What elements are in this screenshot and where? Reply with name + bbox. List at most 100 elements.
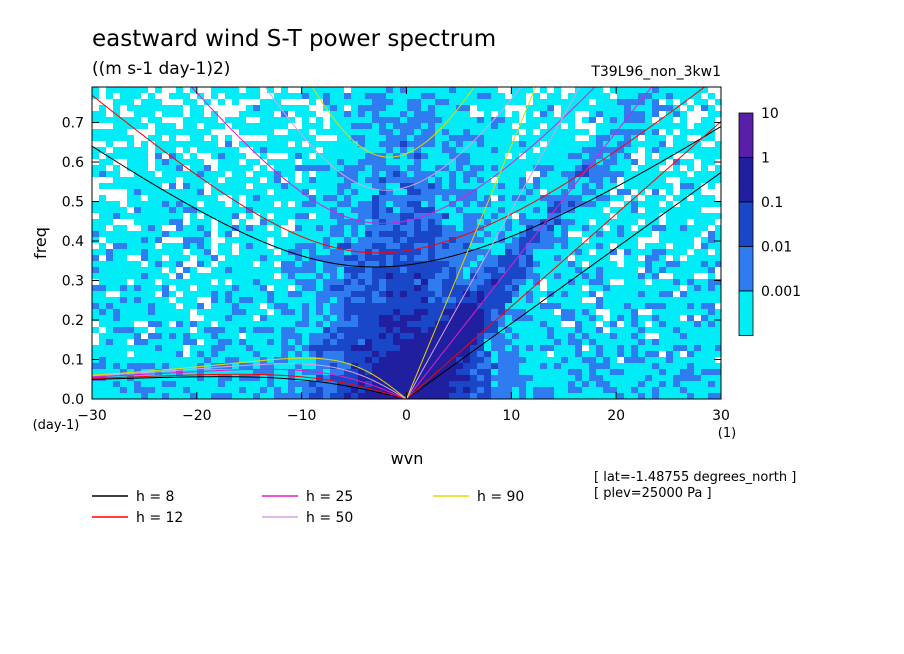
- heatmap-cell: [365, 159, 373, 166]
- heatmap-cell: [715, 105, 721, 112]
- heatmap-cell: [393, 243, 401, 250]
- heatmap-cell: [218, 393, 226, 399]
- heatmap-cell: [162, 309, 170, 316]
- heatmap-cell: [652, 339, 660, 346]
- heatmap-cell: [386, 135, 394, 142]
- heatmap-cell: [680, 267, 688, 274]
- heatmap-cell: [498, 333, 506, 340]
- heatmap-cell: [428, 255, 436, 262]
- heatmap-cell: [302, 189, 310, 196]
- heatmap-cell: [211, 87, 219, 94]
- heatmap-cell: [694, 249, 702, 256]
- heatmap-cell: [484, 93, 492, 100]
- heatmap-cell: [421, 231, 429, 238]
- heatmap-cell: [400, 105, 408, 112]
- heatmap-cell: [596, 171, 604, 178]
- heatmap-cell: [421, 375, 429, 382]
- heatmap-cell: [428, 375, 436, 382]
- heatmap-cell: [694, 213, 702, 220]
- heatmap-cell: [141, 189, 149, 196]
- heatmap-cell: [470, 165, 478, 172]
- heatmap-cell: [295, 171, 303, 178]
- heatmap-cell: [477, 219, 485, 226]
- heatmap-cell: [708, 165, 716, 172]
- heatmap-cell: [442, 147, 450, 154]
- heatmap-cell: [372, 363, 380, 370]
- heatmap-cell: [610, 117, 618, 124]
- heatmap-cell: [113, 93, 121, 100]
- heatmap-cell: [582, 165, 590, 172]
- heatmap-cell: [106, 339, 114, 346]
- heatmap-cell: [533, 267, 541, 274]
- heatmap-cell: [127, 189, 135, 196]
- heatmap-cell: [232, 333, 240, 340]
- heatmap-cell: [176, 243, 184, 250]
- heatmap-cell: [442, 99, 450, 106]
- heatmap-cell: [470, 255, 478, 262]
- heatmap-cell: [232, 99, 240, 106]
- heatmap-cell: [358, 147, 366, 154]
- heatmap-cell: [442, 381, 450, 388]
- heatmap-cell: [113, 195, 121, 202]
- heatmap-cell: [484, 357, 492, 364]
- heatmap-cell: [477, 333, 485, 340]
- heatmap-cell: [155, 345, 163, 352]
- heatmap-cell: [281, 219, 289, 226]
- heatmap-cell: [694, 147, 702, 154]
- heatmap-cell: [652, 375, 660, 382]
- heatmap-cell: [421, 87, 429, 94]
- heatmap-cell: [365, 237, 373, 244]
- x-tick-label: −10: [287, 408, 317, 424]
- heatmap-cell: [274, 195, 282, 202]
- heatmap-cell: [638, 153, 646, 160]
- heatmap-cell: [120, 147, 128, 154]
- heatmap-cell: [365, 231, 373, 238]
- heatmap-cell: [225, 381, 233, 388]
- heatmap-cell: [715, 207, 721, 214]
- heatmap-cell: [701, 225, 709, 232]
- heatmap-cell: [232, 393, 240, 399]
- heatmap-cell: [120, 165, 128, 172]
- heatmap-cell: [463, 99, 471, 106]
- heatmap-cell: [134, 351, 142, 358]
- heatmap-cell: [568, 183, 576, 190]
- heatmap-cell: [715, 393, 721, 399]
- heatmap-cell: [477, 339, 485, 346]
- heatmap-cell: [106, 243, 114, 250]
- heatmap-cell: [337, 303, 345, 310]
- heatmap-cell: [330, 99, 338, 106]
- heatmap-cell: [120, 141, 128, 148]
- heatmap-cell: [365, 189, 373, 196]
- heatmap-cell: [302, 309, 310, 316]
- heatmap-cell: [253, 165, 261, 172]
- heatmap-cell: [428, 285, 436, 292]
- heatmap-cell: [134, 249, 142, 256]
- heatmap-cell: [463, 219, 471, 226]
- heatmap-cell: [267, 171, 275, 178]
- heatmap-cell: [113, 147, 121, 154]
- heatmap-cell: [652, 255, 660, 262]
- heatmap-cell: [568, 219, 576, 226]
- heatmap-cell: [281, 135, 289, 142]
- heatmap-cell: [666, 111, 674, 118]
- heatmap-cell: [127, 279, 135, 286]
- heatmap-cell: [512, 267, 520, 274]
- heatmap-cell: [197, 315, 205, 322]
- heatmap-cell: [512, 201, 520, 208]
- heatmap-cell: [708, 321, 716, 328]
- heatmap-cell: [687, 147, 695, 154]
- heatmap-cell: [687, 153, 695, 160]
- heatmap-cell: [127, 327, 135, 334]
- heatmap-cell: [470, 273, 478, 280]
- heatmap-cell: [666, 231, 674, 238]
- heatmap-cell: [162, 375, 170, 382]
- heatmap-cell: [666, 255, 674, 262]
- heatmap-cell: [211, 231, 219, 238]
- heatmap-cell: [498, 321, 506, 328]
- heatmap-cell: [176, 363, 184, 370]
- heatmap-cell: [120, 237, 128, 244]
- heatmap-cell: [372, 231, 380, 238]
- heatmap-cell: [477, 207, 485, 214]
- heatmap-cell: [225, 117, 233, 124]
- heatmap-cell: [442, 285, 450, 292]
